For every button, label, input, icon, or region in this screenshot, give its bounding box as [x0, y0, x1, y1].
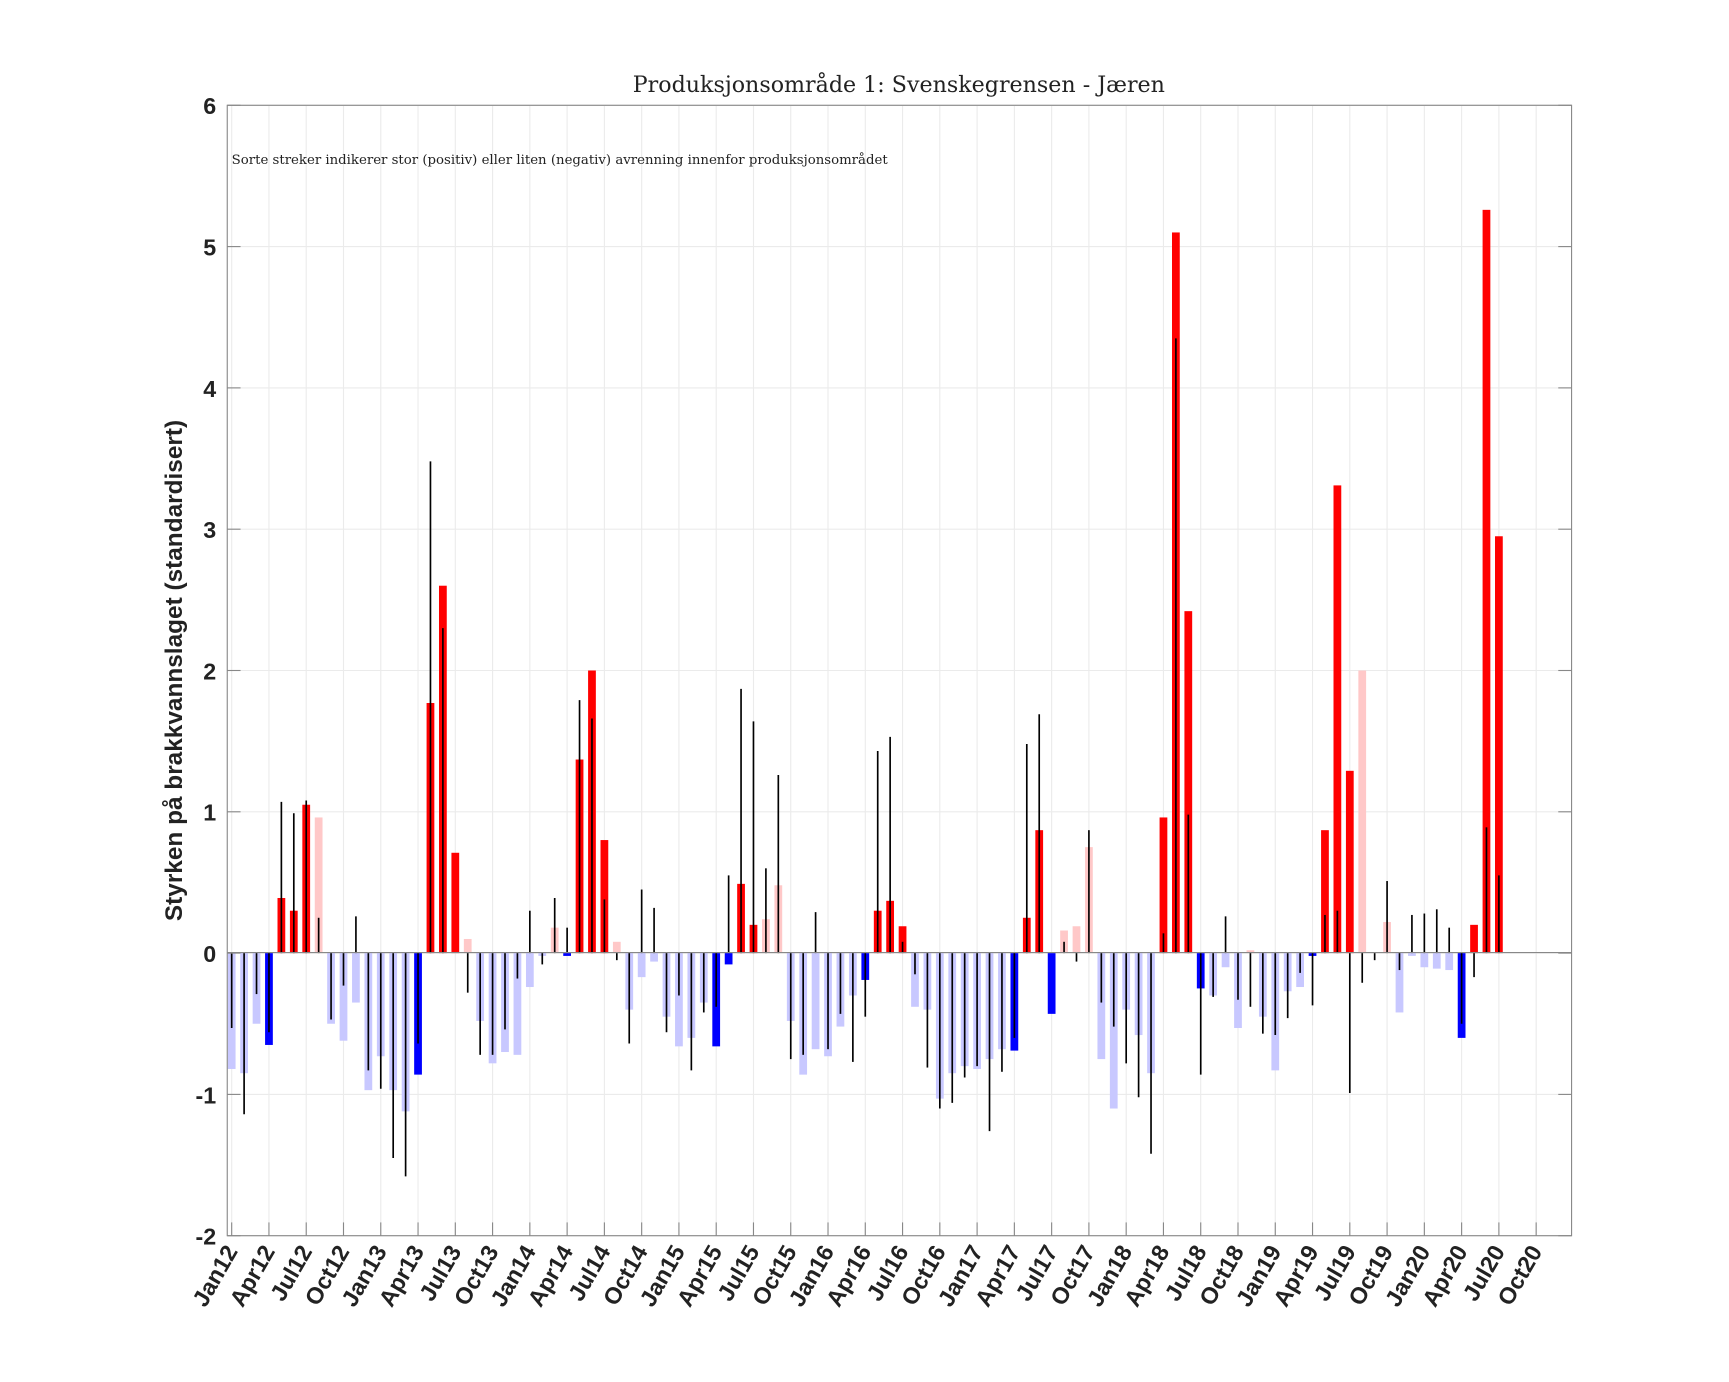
- bar: [1345, 770, 1354, 954]
- bar: [650, 953, 658, 962]
- bar: [1184, 611, 1193, 954]
- y-tick-label: 4: [203, 376, 216, 402]
- y-tick-label: 3: [203, 517, 216, 543]
- y-axis-label: Styrken på brakkvannslaget (standardiser…: [161, 420, 188, 921]
- bar: [911, 953, 919, 1007]
- y-tick-label: 2: [203, 658, 216, 684]
- bar: [1333, 485, 1342, 954]
- bar: [1109, 953, 1118, 1109]
- y-tick-label: -2: [195, 1224, 216, 1250]
- bar: [1408, 953, 1416, 956]
- bar: [600, 840, 609, 954]
- bar: [898, 926, 907, 954]
- bar: [1159, 817, 1168, 954]
- bar: [314, 817, 323, 954]
- bar: [1221, 953, 1230, 968]
- bar: [1047, 953, 1056, 1014]
- runoff-lines: [230, 338, 1500, 1177]
- bar: [1482, 209, 1491, 954]
- bar: [1358, 670, 1367, 954]
- bar: [525, 953, 534, 988]
- bar: [1395, 953, 1404, 1013]
- chart-title: Produksjonsområde 1: Svenskegrensen - Jæ…: [633, 71, 1165, 98]
- y-tick-label: -1: [195, 1082, 216, 1108]
- y-tick-label: 1: [203, 800, 216, 826]
- bar: [1072, 926, 1081, 954]
- bar: [612, 941, 621, 954]
- bar: [637, 953, 646, 978]
- bar: [1445, 953, 1454, 971]
- chart-annotation: Sorte streker indikerer stor (positiv) e…: [232, 152, 889, 168]
- bar: [463, 938, 472, 954]
- bar: [1432, 953, 1441, 969]
- bar: [1470, 924, 1478, 954]
- bar: [1097, 953, 1106, 1060]
- bar: [1246, 950, 1255, 954]
- bar: [675, 953, 683, 1047]
- bar: [513, 953, 522, 1055]
- y-tick-label: 6: [203, 93, 216, 119]
- bar: [352, 953, 360, 1003]
- bar: [724, 953, 733, 965]
- y-tick-label: 5: [203, 234, 216, 260]
- bar: [563, 953, 571, 956]
- bar: [339, 953, 348, 1041]
- y-tick-label: 0: [203, 941, 216, 967]
- bar: [451, 852, 460, 954]
- bar: [1420, 953, 1429, 968]
- bar: [1495, 536, 1503, 954]
- bar: [1321, 830, 1329, 954]
- bar: [811, 953, 820, 1050]
- y-ticks: -2 -1 0 1 2 3 4 5 6: [195, 93, 1572, 1250]
